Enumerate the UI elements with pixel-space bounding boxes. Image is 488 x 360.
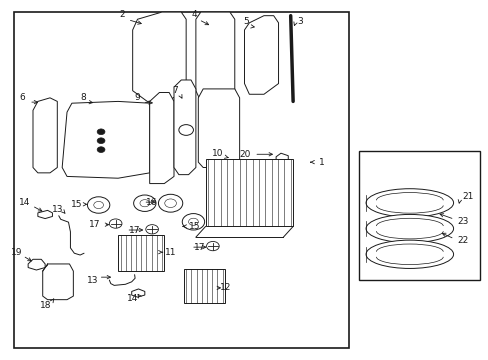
Polygon shape [62,102,149,178]
Polygon shape [28,259,45,270]
Polygon shape [198,89,239,167]
Circle shape [97,129,105,135]
Text: 7: 7 [172,86,178,95]
Text: 23: 23 [457,217,468,226]
Text: 1: 1 [319,158,325,167]
Text: 14: 14 [127,294,138,303]
Polygon shape [132,12,186,102]
Text: 20: 20 [239,150,251,159]
Text: 12: 12 [220,283,231,292]
Polygon shape [196,12,234,102]
Bar [14,12,348,348]
Text: 2: 2 [119,10,124,19]
Text: 17: 17 [89,220,101,229]
Text: 15: 15 [189,222,200,231]
Text: 8: 8 [80,93,86,102]
Text: 5: 5 [243,17,248,26]
Text: 17: 17 [129,225,141,234]
Text: 3: 3 [297,17,303,26]
Polygon shape [276,153,287,163]
Text: 18: 18 [41,301,52,310]
Text: 17: 17 [194,243,205,252]
Circle shape [97,147,105,153]
Bar [183,269,224,303]
Polygon shape [38,210,52,219]
Bar [205,158,292,226]
Bar [118,235,164,271]
Text: 13: 13 [51,205,63,214]
Text: 14: 14 [19,198,30,207]
Polygon shape [149,93,174,184]
Ellipse shape [366,240,453,269]
Polygon shape [131,289,144,297]
Polygon shape [33,98,57,173]
Ellipse shape [366,215,453,243]
Text: 4: 4 [191,10,196,19]
Polygon shape [244,16,278,94]
Polygon shape [42,264,73,300]
Polygon shape [174,80,196,175]
Text: 11: 11 [164,248,176,257]
Text: 6: 6 [19,93,24,102]
Text: 13: 13 [87,276,99,285]
Ellipse shape [366,189,453,217]
Text: 15: 15 [71,200,82,209]
Text: 10: 10 [212,149,223,158]
Text: 21: 21 [462,192,473,201]
Bar [358,152,479,280]
Circle shape [97,138,105,144]
Text: 9: 9 [134,93,140,102]
Text: 19: 19 [11,248,22,257]
Text: 16: 16 [146,198,158,207]
Text: 22: 22 [457,236,468,245]
